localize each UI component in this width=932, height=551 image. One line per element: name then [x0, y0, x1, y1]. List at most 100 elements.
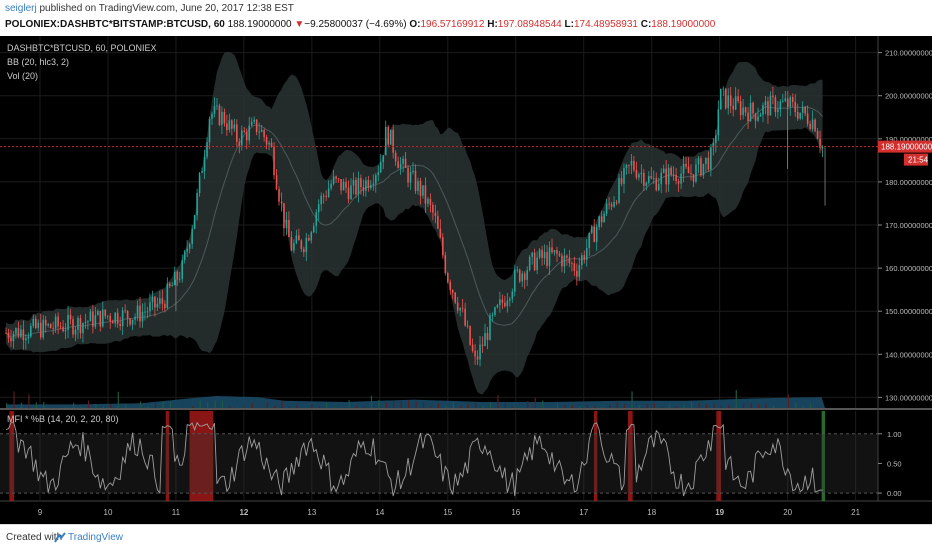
volume-bar — [654, 403, 655, 408]
change-value: −9.25800037 (−4.69%) — [304, 19, 406, 30]
candle-body — [425, 185, 427, 203]
volume-bar — [676, 407, 677, 408]
candle-body — [303, 249, 305, 252]
candle-body — [181, 260, 183, 279]
candle-body — [333, 176, 335, 183]
legend-bb: BB (20, hlc3, 2) — [7, 57, 69, 67]
volume-bar — [274, 406, 275, 408]
chart-header: seiglerj published on TradingView.com, J… — [0, 0, 932, 36]
candle-body — [5, 333, 7, 334]
candle-body — [211, 114, 213, 119]
price-chart[interactable]: 210.00000000200.00000000190.00000000180.… — [0, 36, 932, 524]
candle-body — [142, 312, 144, 321]
volume-bar — [460, 406, 461, 408]
candle-body — [574, 263, 576, 270]
candle-body — [268, 143, 270, 145]
volume-bar — [810, 403, 811, 408]
mfi-tick-label: 1.00 — [887, 430, 902, 439]
candle-body — [251, 122, 253, 126]
candle-body — [817, 131, 819, 139]
author-link[interactable]: seiglerj — [5, 3, 37, 14]
candle-body — [653, 178, 655, 179]
candle-body — [794, 102, 796, 112]
volume-bar — [780, 407, 781, 408]
candle-body — [353, 180, 355, 186]
candle-body — [179, 279, 181, 280]
candle-body — [273, 147, 275, 175]
candle-body — [449, 282, 451, 290]
candle-body — [127, 311, 129, 319]
candle-body — [201, 171, 203, 173]
candle-body — [678, 181, 680, 184]
candle-body — [243, 131, 245, 132]
candle-body — [569, 258, 571, 264]
volume-bar — [639, 405, 640, 408]
candle-body — [415, 171, 417, 191]
volume-bar — [6, 403, 7, 408]
candle-body — [477, 356, 479, 359]
candle-body — [665, 169, 667, 185]
volume-bar — [349, 400, 350, 408]
candle-body — [65, 330, 67, 331]
candle-body — [301, 240, 303, 249]
volume-bar — [341, 407, 342, 408]
candle-body — [598, 216, 600, 227]
mfi-tick-label: 0.50 — [887, 459, 902, 468]
volume-bar — [430, 406, 431, 408]
time-tick-label: 10 — [104, 508, 113, 517]
price-tick-label: 180.00000000 — [885, 178, 932, 187]
candle-body — [246, 132, 248, 141]
candle-body — [97, 311, 99, 315]
volume-bar — [691, 402, 692, 408]
volume-bar — [237, 407, 238, 408]
candle-body — [618, 178, 620, 203]
candle-body — [792, 97, 794, 102]
candle-body — [129, 319, 131, 325]
candle-body — [67, 315, 69, 330]
candle-body — [588, 233, 590, 248]
candle-body — [112, 321, 114, 323]
ohlc-line: POLONIEX:DASHBTC*BITSTAMP:BTCUSD, 60 188… — [5, 19, 715, 30]
volume-bar — [527, 401, 528, 408]
volume-bar — [95, 404, 96, 408]
candle-body — [737, 96, 739, 101]
candle-body — [373, 184, 375, 185]
time-tick-label: 9 — [38, 508, 43, 517]
last-price: 188.19000000 — [228, 19, 292, 30]
volume-bar — [311, 404, 312, 408]
candle-body — [229, 120, 231, 130]
volume-bar — [535, 398, 536, 408]
candle-body — [306, 238, 308, 252]
candle-body — [757, 117, 759, 121]
candle-body — [454, 293, 456, 303]
candle-body — [90, 311, 92, 321]
candle-body — [546, 252, 548, 266]
price-tick-label: 130.00000000 — [885, 393, 932, 402]
candle-body — [25, 338, 27, 340]
time-tick-label: 19 — [715, 508, 724, 517]
candle-body — [564, 256, 566, 267]
candle-body — [484, 333, 486, 346]
candle-body — [109, 316, 111, 322]
candle-body — [77, 318, 79, 330]
candle-body — [499, 299, 501, 305]
candle-body — [437, 216, 439, 228]
candle-body — [579, 265, 581, 277]
candle-body — [524, 273, 526, 279]
candle-body — [139, 306, 141, 322]
candle-body — [365, 180, 367, 191]
candle-body — [670, 168, 672, 175]
candle-body — [114, 313, 116, 324]
candle-body — [636, 170, 638, 177]
time-tick-label: 12 — [239, 508, 248, 517]
volume-bar — [713, 404, 714, 408]
candle-body — [427, 199, 429, 204]
candle-body — [710, 147, 712, 169]
tradingview-link[interactable]: TradingView — [68, 532, 123, 543]
volume-bar — [110, 404, 111, 408]
candle-body — [680, 174, 682, 184]
tradingview-logo-icon[interactable] — [54, 531, 66, 549]
candle-body — [256, 120, 258, 132]
candle-body — [440, 229, 442, 238]
volume-bar — [229, 406, 230, 408]
